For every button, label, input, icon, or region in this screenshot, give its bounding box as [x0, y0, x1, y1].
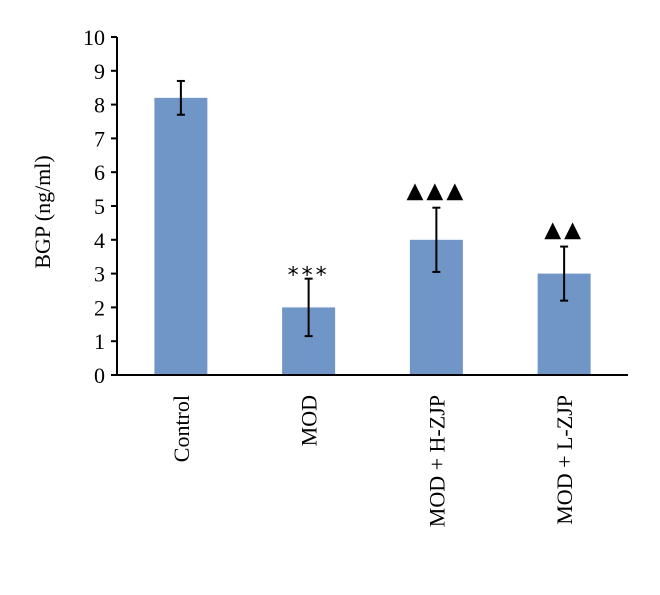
y-tick-label: 10: [83, 25, 105, 50]
significance-annotations: ***▲▲▲▲▲: [288, 179, 584, 289]
y-tick-label: 8: [94, 93, 105, 118]
y-tick-label: 0: [94, 363, 105, 388]
y-tick-label: 6: [94, 160, 105, 185]
bar: [154, 97, 208, 375]
y-axis-ticks: 0 1 2 3 4 5 6 7 8 9 10: [83, 25, 117, 388]
category-label: MOD: [297, 395, 322, 446]
y-tick-label: 3: [94, 262, 105, 287]
significance-marker: ▲▲▲: [406, 179, 466, 204]
significance-marker: ***: [288, 264, 330, 289]
y-tick-label: 2: [94, 295, 105, 320]
bars: [154, 97, 591, 375]
category-label: MOD + H-ZJP: [424, 395, 449, 527]
category-label: Control: [169, 395, 194, 462]
y-axis-title: BGP (ng/ml): [30, 155, 55, 268]
y-tick-label: 4: [94, 228, 105, 253]
y-tick-label: 9: [94, 59, 105, 84]
error-bars: [176, 79, 569, 338]
significance-marker: ▲▲: [544, 218, 584, 243]
category-label: MOD + L-ZJP: [552, 395, 577, 525]
y-tick-label: 5: [94, 194, 105, 219]
y-tick-label: 1: [94, 329, 105, 354]
category-labels: Control MOD MOD + H-ZJP MOD + L-ZJP: [169, 395, 577, 527]
y-tick-label: 7: [94, 126, 105, 151]
